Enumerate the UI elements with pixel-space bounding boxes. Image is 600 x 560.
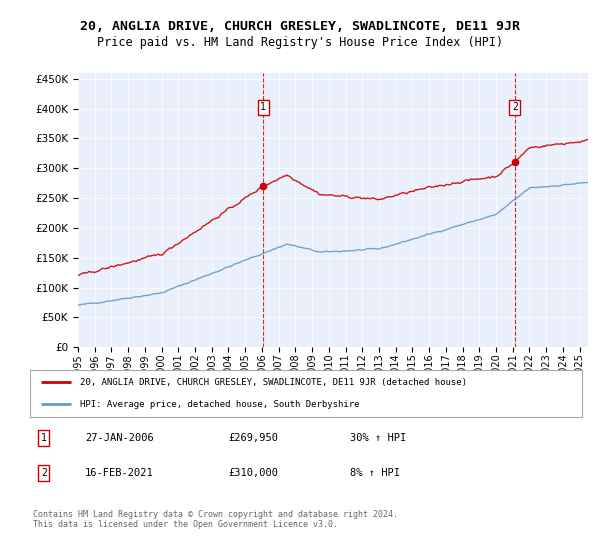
Text: 2: 2	[512, 102, 518, 113]
Text: Contains HM Land Registry data © Crown copyright and database right 2024.
This d: Contains HM Land Registry data © Crown c…	[33, 510, 398, 529]
Text: 20, ANGLIA DRIVE, CHURCH GRESLEY, SWADLINCOTE, DE11 9JR (detached house): 20, ANGLIA DRIVE, CHURCH GRESLEY, SWADLI…	[80, 378, 467, 387]
Text: 2: 2	[41, 468, 47, 478]
Text: Price paid vs. HM Land Registry's House Price Index (HPI): Price paid vs. HM Land Registry's House …	[97, 36, 503, 49]
Text: 1: 1	[260, 102, 266, 113]
Text: 30% ↑ HPI: 30% ↑ HPI	[350, 433, 406, 443]
Text: 20, ANGLIA DRIVE, CHURCH GRESLEY, SWADLINCOTE, DE11 9JR: 20, ANGLIA DRIVE, CHURCH GRESLEY, SWADLI…	[80, 20, 520, 32]
Text: 27-JAN-2006: 27-JAN-2006	[85, 433, 154, 443]
Text: 1: 1	[41, 433, 47, 443]
Text: HPI: Average price, detached house, South Derbyshire: HPI: Average price, detached house, Sout…	[80, 400, 359, 409]
Text: 8% ↑ HPI: 8% ↑ HPI	[350, 468, 400, 478]
Text: 16-FEB-2021: 16-FEB-2021	[85, 468, 154, 478]
Text: £310,000: £310,000	[229, 468, 279, 478]
Text: £269,950: £269,950	[229, 433, 279, 443]
